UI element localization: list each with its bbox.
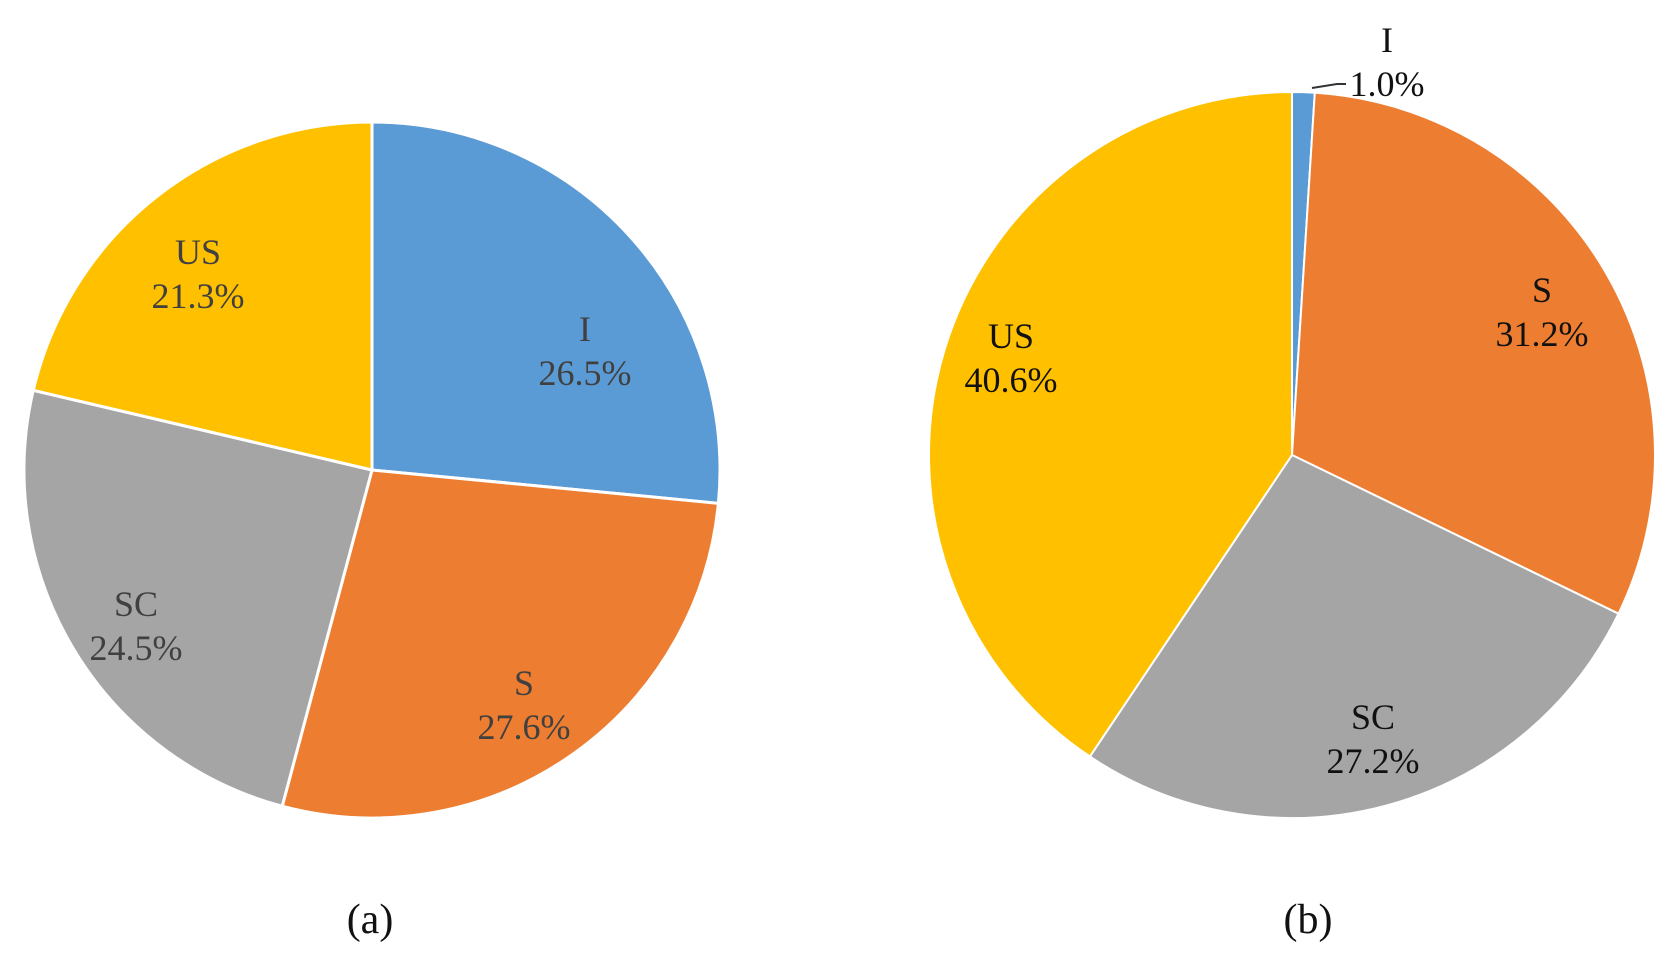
- pie-a-label-sc-value: 24.5%: [90, 628, 183, 668]
- pie-a-label-i-value: 26.5%: [539, 353, 632, 393]
- pie-a-label-s-name: S: [514, 663, 534, 703]
- pie-b-slice-s: [1291, 91, 1656, 615]
- pie-b-leader-line-i: [1311, 83, 1346, 89]
- caption-a: (a): [347, 897, 394, 943]
- pie-b-label-i-value: 1.0%: [1350, 64, 1425, 104]
- pie-b-label-sc-name: SC: [1351, 697, 1395, 737]
- pie-b-label-sc-value: 27.2%: [1327, 741, 1420, 781]
- pie-a-slice-sc: [22, 388, 374, 808]
- pie-b-label-i-name: I: [1381, 20, 1393, 60]
- pie-b-label-s-value: 31.2%: [1496, 314, 1589, 354]
- pie-a-label-us-name: US: [175, 232, 221, 272]
- pie-a-label-s-value: 27.6%: [478, 707, 571, 747]
- pie-b-slice-us: [928, 91, 1293, 758]
- pie-b-label-s-name: S: [1532, 270, 1552, 310]
- pie-a-label-sc-name: SC: [114, 584, 158, 624]
- pie-a-slice-us: [31, 120, 374, 472]
- pie-b-label-us-name: US: [988, 316, 1034, 356]
- pie-a-slice-i: [370, 120, 722, 505]
- pie-a-label-i-name: I: [579, 309, 591, 349]
- caption-b: (b): [1284, 897, 1333, 943]
- pie-b-label-us-value: 40.6%: [965, 360, 1058, 400]
- pie-a-label-us-value: 21.3%: [152, 276, 245, 316]
- pie-a-slice-s: [280, 468, 720, 820]
- pie-b-slice-sc: [1088, 454, 1620, 819]
